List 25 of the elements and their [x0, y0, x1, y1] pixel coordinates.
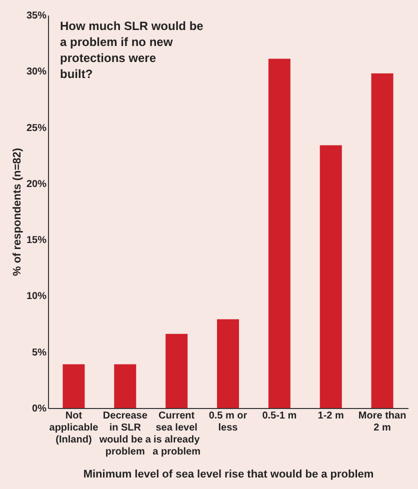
y-tick-label: 35% — [26, 10, 47, 22]
bar — [268, 58, 290, 408]
text: How much SLR would be a problem if no new protections were built? — [60, 19, 204, 81]
y-axis-title: % of respondents (n=82) — [11, 148, 24, 276]
y-tick-label: 0% — [32, 404, 47, 414]
bar — [217, 319, 239, 408]
y-tick-label: 15% — [26, 235, 47, 246]
x-axis-title: Minimum level of sea level rise that would be a problem — [83, 468, 374, 480]
x-tick-label: Decrease in SLR would be a problem — [98, 410, 152, 458]
x-tick-label: Current sea level is already a problem — [152, 410, 201, 458]
y-tick-label: 25% — [26, 122, 47, 134]
y-tick-label: 10% — [26, 291, 47, 302]
y-tick-label: 30% — [26, 66, 47, 78]
y-tick-label: 20% — [26, 178, 47, 190]
bar — [62, 364, 85, 408]
bar — [320, 145, 342, 408]
y-tick-label: 5% — [32, 347, 47, 358]
x-tick-label: 0.5 m or less — [208, 410, 248, 434]
x-tick-label: 0.5-1 m — [262, 410, 297, 422]
x-tick-label: Not applicable (Inland) — [49, 410, 99, 446]
bar — [371, 73, 394, 408]
x-tick-label: More than 2 m — [358, 410, 406, 434]
bar — [114, 364, 136, 408]
bar — [166, 334, 188, 408]
x-tick-label: 1-2 m — [318, 410, 344, 422]
